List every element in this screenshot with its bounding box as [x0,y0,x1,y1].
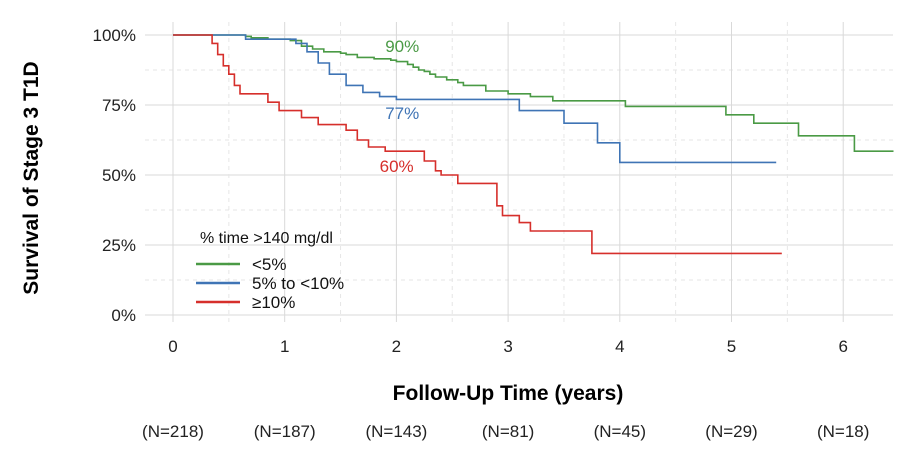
gridlines [145,22,893,322]
legend-title: % time >140 mg/dl [200,230,333,247]
x-tick-label: 3 [503,337,512,356]
y-axis-label: Survival of Stage 3 T1D [20,61,43,294]
series-line [173,34,782,255]
legend-item-label: <5% [252,255,287,274]
at-risk-row: (N=218) (N=187) (N=143) (N=81) (N=45) (N=29) (… [142,422,869,441]
at-risk-count: (N=45) [594,422,646,441]
y-tick-label: 100% [93,26,136,45]
series-line [173,34,777,164]
series-layer [173,34,894,255]
y-tick-label: 25% [102,236,136,255]
axis-ticks: 0% 25% 50% 75% 100% 0 1 2 3 4 5 6 [93,26,848,356]
at-risk-count: (N=143) [365,422,427,441]
at-risk-count: (N=187) [254,422,316,441]
y-tick-label: 0% [111,306,136,325]
at-risk-count: (N=81) [482,422,534,441]
x-tick-label: 5 [727,337,736,356]
x-tick-label: 4 [615,337,624,356]
at-risk-count: (N=29) [705,422,757,441]
x-tick-label: 1 [280,337,289,356]
series-end-labels: 90% 77% 60% [380,37,420,176]
legend: % time >140 mg/dl <5%5% to <10%≥10% [196,230,344,312]
x-tick-label: 2 [392,337,401,356]
series-line [173,34,894,152]
x-tick-label: 6 [838,337,847,356]
y-tick-label: 75% [102,96,136,115]
x-axis-label: Follow-Up Time (years) [393,382,624,405]
legend-item-label: ≥10% [252,293,295,312]
series-end-label: 77% [385,104,419,123]
series-end-label: 90% [385,37,419,56]
at-risk-count: (N=18) [817,422,869,441]
at-risk-count: (N=218) [142,422,204,441]
legend-item-label: 5% to <10% [252,274,344,293]
series-end-label: 60% [380,157,414,176]
y-tick-label: 50% [102,166,136,185]
x-tick-label: 0 [168,337,177,356]
